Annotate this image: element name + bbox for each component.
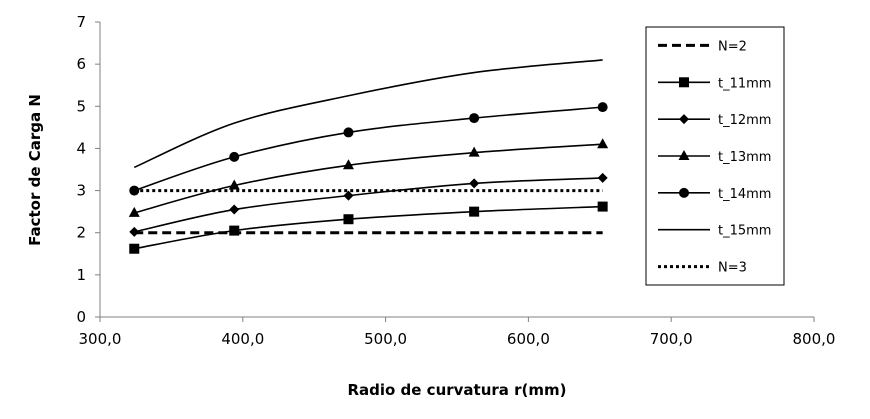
legend-label-n-2: N=2 (718, 39, 747, 54)
x-tick-label: 300,0 (79, 330, 122, 348)
legend-marker-t-13mm (678, 150, 690, 160)
y-tick-label: 1 (76, 266, 86, 284)
legend-label-t-13mm: t_13mm (718, 150, 771, 165)
y-tick-label: 7 (76, 13, 86, 31)
y-tick-label: 6 (76, 55, 86, 73)
data-point-t-14mm (469, 113, 480, 124)
legend-label-t-15mm: t_15mm (718, 224, 771, 239)
axes: 0 1 2 3 4 5 6 7 300,0 400,0 500,0 600,0 700,0 800,0 (76, 13, 835, 348)
data-point-t-11mm (343, 214, 354, 225)
data-point-t-11mm (129, 243, 140, 254)
y-tick-label: 4 (76, 139, 86, 157)
legend-label-t-14mm: t_14mm (718, 187, 771, 202)
data-point-t-13mm (228, 179, 240, 190)
legend-label-t-11mm: t_11mm (718, 76, 771, 91)
x-tick-label: 500,0 (364, 330, 407, 348)
data-point-t-14mm (229, 151, 240, 162)
y-tick-label: 0 (76, 308, 86, 326)
data-point-t-12mm (229, 204, 240, 215)
x-tick-label: 800,0 (793, 330, 836, 348)
data-point-t-14mm (597, 102, 608, 113)
data-point-t-13mm (128, 206, 140, 217)
y-tick-label: 3 (76, 182, 86, 200)
data-point-t-13mm (597, 138, 609, 149)
data-point-t-12mm (469, 178, 480, 189)
y-tick-label: 2 (76, 224, 86, 242)
series-line-t-13mm (134, 143, 603, 214)
y-axis-title: Factor de Carga N (26, 94, 44, 246)
data-point-t-11mm (229, 225, 240, 236)
y-tick-label: 5 (76, 97, 86, 115)
plot-area (128, 59, 609, 254)
data-point-t-12mm (343, 190, 354, 201)
legend-label-n-3: N=3 (718, 261, 747, 276)
series-line-t-11mm (134, 205, 603, 250)
series-line-t-12mm (134, 177, 603, 233)
legend-marker-t-14mm (679, 187, 689, 198)
data-point-t-14mm (343, 127, 354, 138)
data-point-t-13mm (342, 159, 354, 170)
legend: N=2 t_11mm t_12mm t_13mm t_14mm t_15mm N=3 (645, 26, 785, 286)
legend-label-t-12mm: t_12mm (718, 113, 771, 128)
legend-marker-t-12mm (679, 114, 689, 125)
x-tick-label: 700,0 (650, 330, 693, 348)
data-point-t-13mm (468, 146, 480, 157)
data-point-t-11mm (469, 206, 480, 217)
data-point-t-11mm (597, 201, 608, 212)
x-axis-title: Radio de curvatura r(mm) (347, 381, 566, 399)
x-tick-label: 400,0 (221, 330, 264, 348)
series-line-t-15mm (133, 59, 603, 169)
x-tick-label: 600,0 (507, 330, 550, 348)
data-point-t-12mm (129, 226, 140, 237)
data-point-t-12mm (597, 172, 608, 183)
legend-marker-t-11mm (679, 77, 689, 88)
